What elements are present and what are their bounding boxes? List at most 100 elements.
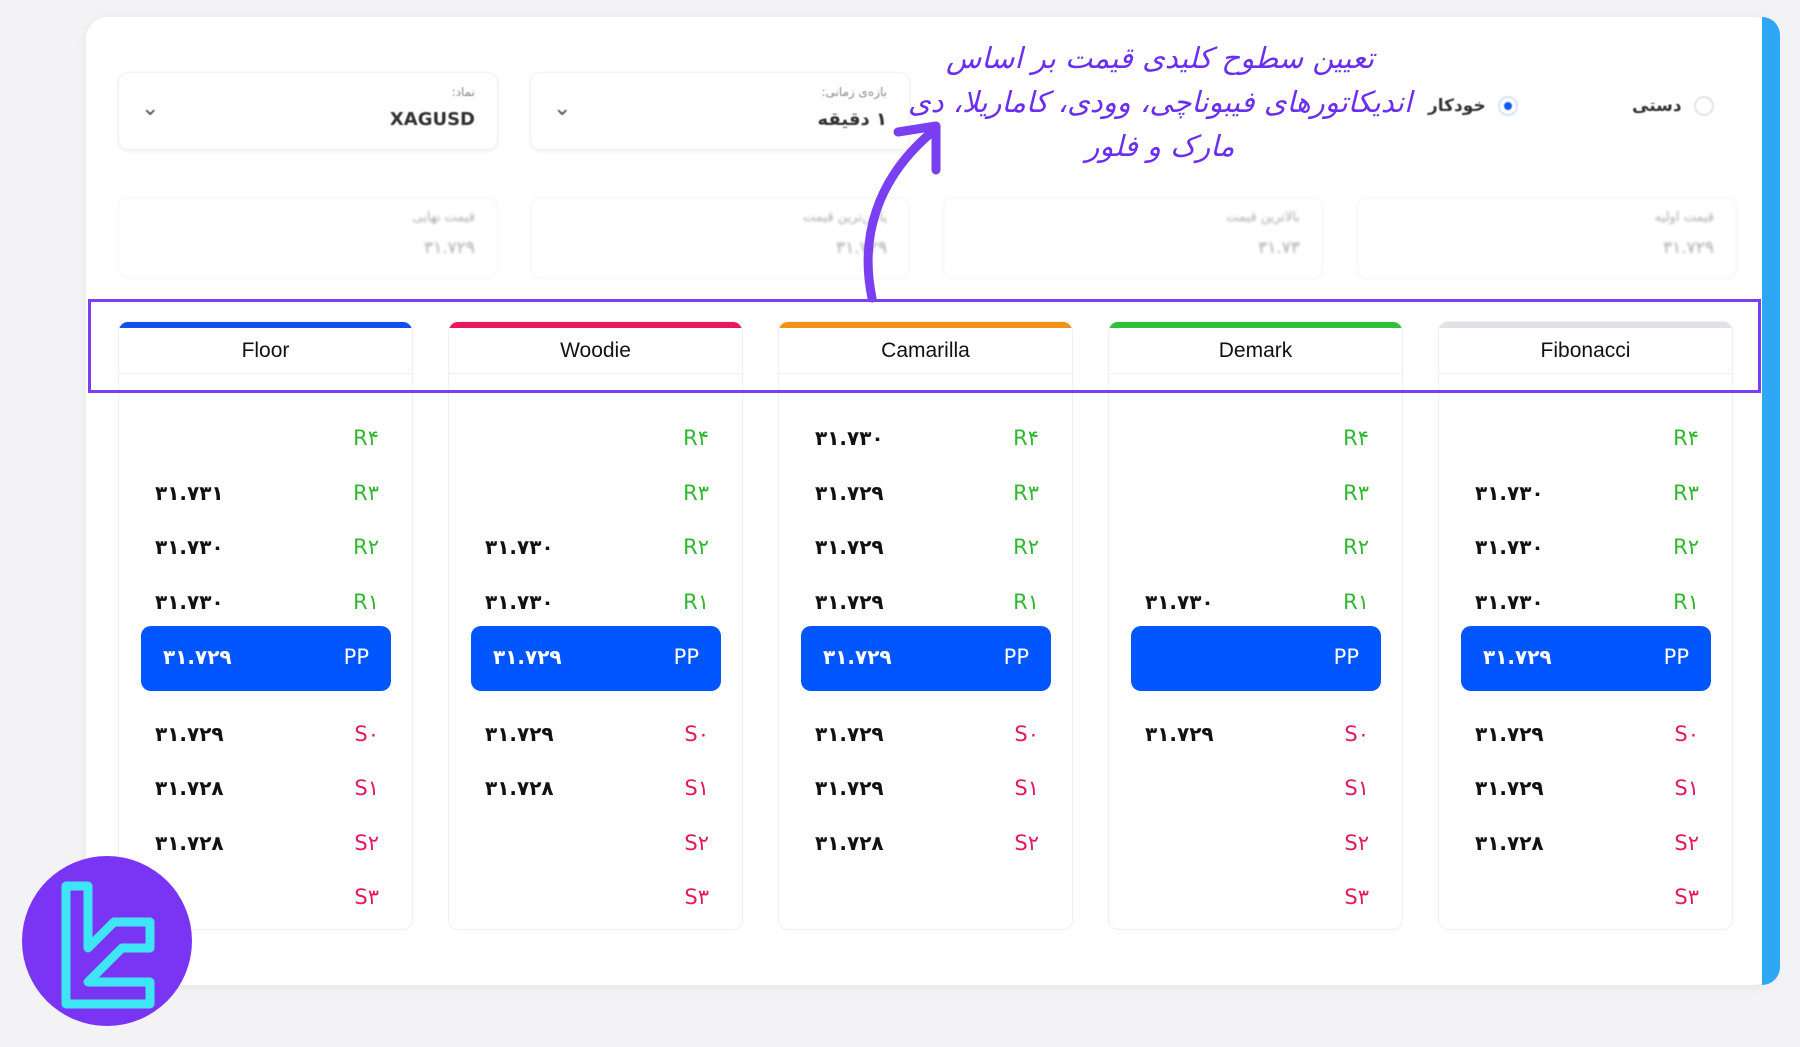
level-label: R۲ [1013,535,1039,559]
level-row: S۰ ۳۱.۷۲۹ [119,714,412,754]
level-label: PP [673,645,699,669]
level-row: R۲ [1109,527,1402,567]
low-price-field[interactable]: پایین‌ترین قیمت ۳۱.۷۲۹ [530,197,910,279]
level-row: S۱ ۳۱.۷۲۸ [449,768,742,808]
level-value: ۳۱.۷۲۸ [815,831,884,855]
column-color-bar [1109,322,1402,328]
level-row: R۱ ۳۱.۷۳۰ [449,582,742,622]
level-label: S۱ [684,776,709,800]
level-row: R۴ [119,418,412,458]
level-label: S۰ [684,722,709,746]
card-accent-edge [1762,17,1780,985]
level-row: R۳ ۳۱.۷۳۱ [119,473,412,513]
radio-selected-icon[interactable] [1497,96,1518,116]
pivot-column-woodie: Woodie R۴ R۳ R۲ ۳۱.۷۳۰ R۱ ۳۱.۷۳۰ PP ۳۱.۷۲۹ S۰ ۳۱.۷… [448,321,743,930]
high-price-value: ۳۱.۷۳ [1258,238,1300,258]
level-value: ۳۱.۷۳۰ [1475,535,1544,559]
symbol-dropdown[interactable]: نماد: XAGUSD ⌄ [118,72,498,150]
level-label: R۴ [683,426,709,450]
level-label: R۲ [1673,535,1699,559]
symbol-value: XAGUSD [389,109,475,130]
column-title[interactable]: Floor [119,328,412,374]
level-row: S۱ ۳۱.۷۲۹ [1439,768,1732,808]
mode-manual-label: دستی [1632,96,1682,116]
level-label: S۲ [354,831,379,855]
level-row: S۱ ۳۱.۷۲۸ [119,768,412,808]
timeframe-value: ۱ دقیقه [817,109,887,130]
level-row: R۳ ۳۱.۷۳۰ [1439,473,1732,513]
level-label: R۱ [683,590,709,614]
level-value: ۳۱.۷۳۰ [485,590,554,614]
level-row: S۰ ۳۱.۷۲۹ [779,714,1072,754]
level-label: S۳ [1344,885,1369,909]
level-value: ۳۱.۷۲۹ [1475,722,1544,746]
level-label: S۱ [1674,776,1699,800]
symbol-label: نماد: [451,85,475,99]
highlight-box [88,299,1761,393]
pivot-point-row: PP ۳۱.۷۲۹ [471,626,721,691]
high-price-field[interactable]: بالاترین قیمت ۳۱.۷۳ [943,197,1323,279]
level-row: S۰ ۳۱.۷۲۹ [449,714,742,754]
pivot-column-demark: Demark R۴ R۳ R۲ R۱ ۳۱.۷۳۰ PP S۰ ۳۱.۷۲۹ S۱ S۲ S۳ [1108,321,1403,930]
level-row: S۰ ۳۱.۷۲۹ [1109,714,1402,754]
timeframe-dropdown[interactable]: بازه‌ی زمانی: ۱ دقیقه ⌄ [530,72,910,150]
level-label: R۱ [1013,590,1039,614]
level-row: R۴ ۳۱.۷۳۰ [779,418,1072,458]
open-price-value: ۳۱.۷۲۹ [1662,238,1714,258]
level-row: R۱ ۳۱.۷۲۹ [779,582,1072,622]
close-price-value: ۳۱.۷۲۹ [423,238,475,258]
brand-logo [22,856,192,1026]
level-label: R۳ [353,481,379,505]
mode-manual-radio[interactable]: دستی [1632,96,1714,116]
close-price-label: قیمت نهایی [412,210,475,225]
level-row: R۳ [1109,473,1402,513]
column-title[interactable]: Fibonacci [1439,328,1732,374]
level-row: R۲ ۳۱.۷۳۰ [449,527,742,567]
level-label: S۰ [354,722,379,746]
level-label: S۲ [1344,831,1369,855]
level-row: S۲ [449,823,742,863]
level-value: ۳۱.۷۲۹ [163,645,232,669]
chevron-down-icon[interactable]: ⌄ [553,95,572,120]
level-row: R۲ ۳۱.۷۲۹ [779,527,1072,567]
level-label: S۲ [1674,831,1699,855]
level-label: S۰ [1674,722,1699,746]
timeframe-label: بازه‌ی زمانی: [821,85,887,99]
chevron-down-icon[interactable]: ⌄ [141,95,160,120]
column-title[interactable]: Woodie [449,328,742,374]
level-row: R۴ [449,418,742,458]
mode-auto-radio[interactable]: خودکار [1428,96,1518,116]
column-title[interactable]: Camarilla [779,328,1072,374]
level-value: ۳۱.۷۳۰ [1475,590,1544,614]
level-label: S۰ [1344,722,1369,746]
level-value: ۳۱.۷۲۹ [815,535,884,559]
column-color-bar [779,322,1072,328]
high-price-label: بالاترین قیمت [1226,210,1300,225]
annotation-arrow-icon [863,121,941,303]
level-value: ۳۱.۷۳۰ [1145,590,1214,614]
level-row: R۴ [1439,418,1732,458]
open-price-field[interactable]: قیمت اولیه ۳۱.۷۲۹ [1357,197,1737,279]
column-title[interactable]: Demark [1109,328,1402,374]
pivot-point-row: PP ۳۱.۷۲۹ [1461,626,1711,691]
close-price-field[interactable]: قیمت نهایی ۳۱.۷۲۹ [118,197,498,279]
level-label: R۲ [683,535,709,559]
level-label: S۱ [1344,776,1369,800]
level-label: PP [343,645,369,669]
level-row: R۲ ۳۱.۷۳۰ [119,527,412,567]
mode-auto-label: خودکار [1428,96,1486,116]
open-price-label: قیمت اولیه [1654,210,1714,225]
level-row: S۲ [1109,823,1402,863]
level-value: ۳۱.۷۲۸ [155,776,224,800]
level-label: R۴ [1013,426,1039,450]
level-value: ۳۱.۷۳۰ [485,535,554,559]
radio-icon[interactable] [1693,96,1714,116]
level-value: ۳۱.۷۳۰ [1475,481,1544,505]
level-value: ۳۱.۷۲۹ [815,776,884,800]
level-label: R۱ [1673,590,1699,614]
level-value: ۳۱.۷۳۰ [815,426,884,450]
level-row: R۱ ۳۱.۷۳۰ [1109,582,1402,622]
level-label: S۳ [1674,885,1699,909]
annotation-text: تعیین سطوح کلیدی قیمت بر اساس اندیکاتوره… [907,41,1413,163]
level-label: S۲ [684,831,709,855]
